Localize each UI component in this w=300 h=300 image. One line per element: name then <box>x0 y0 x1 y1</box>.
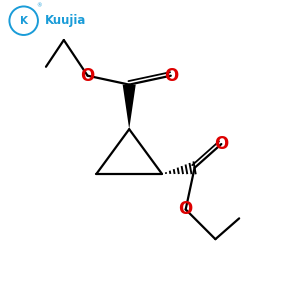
Polygon shape <box>123 85 136 129</box>
Text: O: O <box>164 67 178 85</box>
Text: Kuujia: Kuujia <box>45 14 86 27</box>
Text: O: O <box>80 67 95 85</box>
Text: ®: ® <box>36 3 42 8</box>
Text: O: O <box>214 135 229 153</box>
Text: K: K <box>20 16 28 26</box>
Text: O: O <box>178 200 193 218</box>
